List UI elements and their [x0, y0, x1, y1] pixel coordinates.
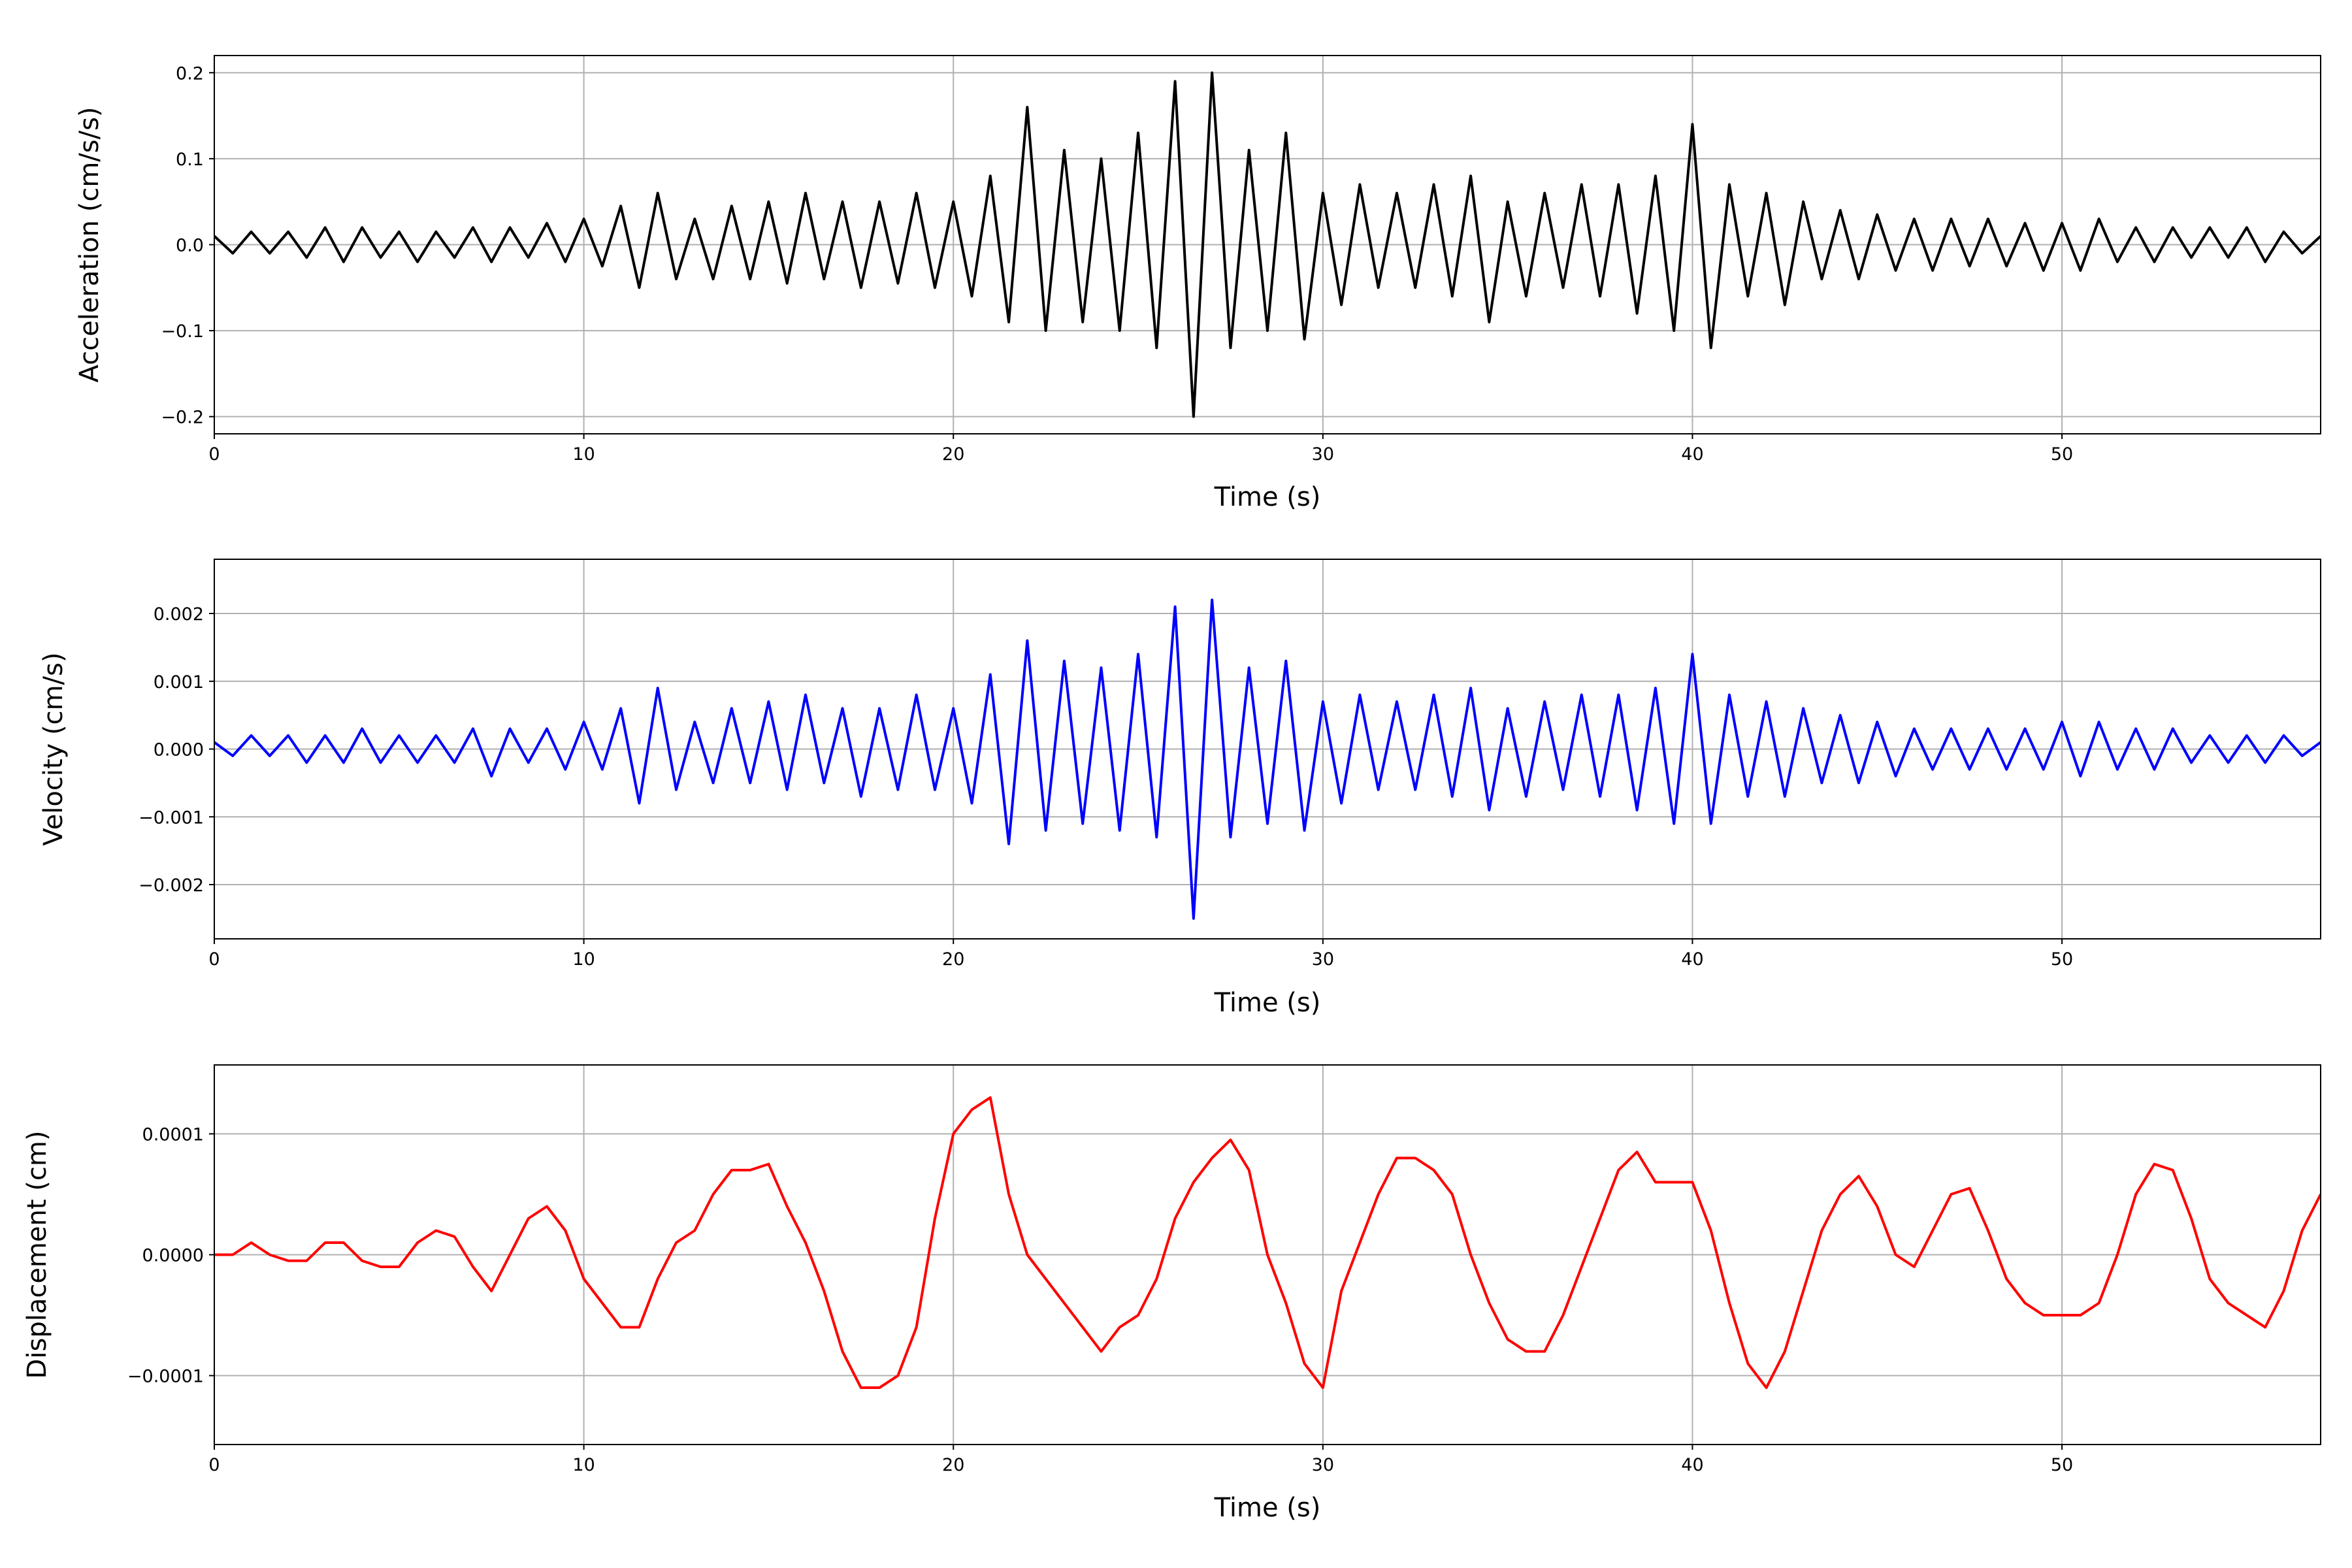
x-tick-label: 0	[208, 949, 220, 970]
data-line	[214, 1096, 2321, 1390]
x-tick-label: 30	[1312, 949, 1334, 970]
x-axis-label: Time (s)	[1214, 482, 1321, 512]
y-tick-label: −0.0001	[127, 1367, 204, 1387]
x-tick-label: 20	[942, 1455, 964, 1475]
y-tick-label: −0.001	[139, 808, 204, 828]
y-tick-label: 0.002	[154, 604, 204, 625]
x-tick-label: 10	[572, 444, 595, 465]
x-tick-label: 30	[1312, 444, 1334, 465]
y-tick-label: 0.001	[154, 672, 204, 693]
y-tick-label: 0.0	[176, 236, 204, 256]
x-tick-label: 20	[942, 444, 964, 465]
data-line	[214, 598, 2321, 920]
subplot: 0 10 20 30 40 50 −0.0001 0.0000 0.0001 Time (s) Di…	[22, 1064, 2321, 1523]
x-tick-label: 0	[208, 1455, 220, 1475]
x-tick-label: 50	[2051, 949, 2073, 970]
x-axis-label: Time (s)	[1214, 988, 1321, 1018]
x-tick-label: 10	[572, 1455, 595, 1475]
x-tick-label: 40	[1681, 949, 1703, 970]
y-tick-label: −0.002	[139, 875, 204, 896]
y-tick-label: 0.000	[154, 740, 204, 760]
y-tick-label: 0.2	[176, 63, 204, 84]
x-tick-label: 50	[2051, 444, 2073, 465]
subplot: 0 10 20 30 40 50 −0.002 −0.001 0.000 0.001 0.002 Ti…	[39, 559, 2321, 1018]
y-axis-label: Velocity (cm/s)	[39, 652, 69, 845]
plot-area	[214, 598, 2321, 920]
y-tick-label: 0.1	[176, 150, 204, 170]
y-tick-label: −0.2	[161, 408, 204, 428]
x-tick-label: 40	[1681, 444, 1703, 465]
plot-area	[214, 1096, 2321, 1390]
plot-area	[214, 71, 2321, 418]
x-tick-label: 40	[1681, 1455, 1703, 1475]
x-tick-label: 30	[1312, 1455, 1334, 1475]
y-tick-label: 0.0000	[142, 1246, 204, 1266]
x-tick-label: 50	[2051, 1455, 2073, 1475]
data-line	[214, 71, 2321, 418]
x-tick-label: 10	[572, 949, 595, 970]
y-tick-label: −0.1	[161, 321, 204, 342]
x-tick-label: 20	[942, 949, 964, 970]
y-axis-label: Acceleration (cm/s/s)	[74, 106, 105, 382]
x-tick-label: 0	[208, 444, 220, 465]
subplot: 0 10 20 30 40 50 −0.2 −0.1 0.0 0.1 0.2 Time (s) Acce…	[74, 55, 2321, 512]
x-axis-label: Time (s)	[1214, 1493, 1321, 1523]
y-tick-label: 0.0001	[142, 1124, 204, 1145]
y-axis-label: Displacement (cm)	[22, 1131, 52, 1379]
